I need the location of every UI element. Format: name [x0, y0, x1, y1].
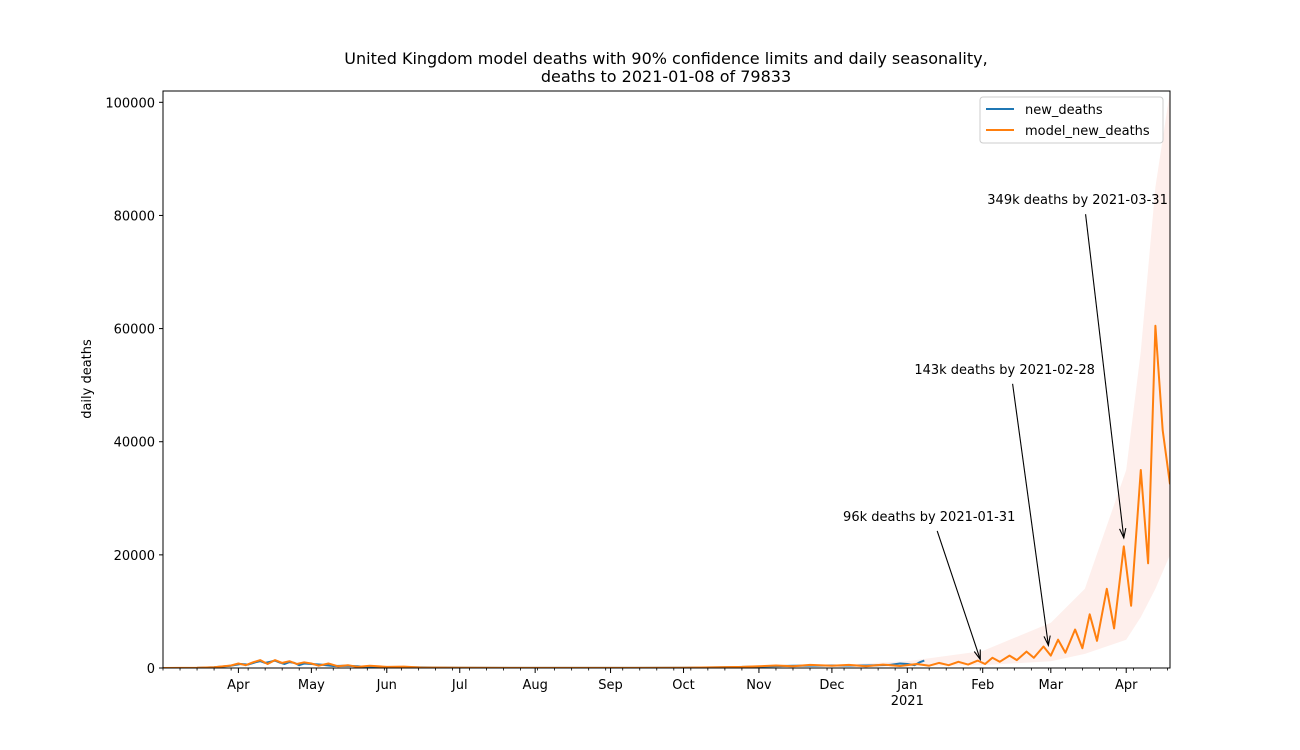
legend: new_deaths model_new_deaths — [979, 96, 1164, 144]
x-tick-label: Jun — [376, 678, 397, 693]
x-year-label: 2021 — [891, 694, 924, 709]
annotation-arrowhead-1 — [973, 649, 981, 662]
plot-frame — [162, 90, 1171, 669]
x-tick-label: Dec — [819, 678, 844, 693]
y-tick-label: 20000 — [114, 549, 155, 564]
y-tick-label: 0 — [147, 662, 155, 677]
annotation-text-2: 143k deaths by 2021-02-28 — [914, 363, 1095, 378]
chart-title-line-2: deaths to 2021-01-08 of 79833 — [541, 67, 791, 86]
annotation-arrowhead-2 — [1043, 635, 1051, 648]
annotations: 96k deaths by 2021-01-31 143k deaths by 2… — [843, 193, 1168, 662]
x-tick-label: Jul — [451, 678, 468, 693]
x-tick-label: Apr — [227, 678, 250, 693]
legend-label-model-new-deaths: model_new_deaths — [1025, 124, 1150, 139]
y-tick-label: 60000 — [114, 323, 155, 338]
annotation-text-3: 349k deaths by 2021-03-31 — [987, 193, 1168, 208]
chart-title-line-1: United Kingdom model deaths with 90% con… — [344, 49, 987, 68]
plot-area — [163, 91, 1170, 668]
y-tick-label: 100000 — [105, 96, 155, 111]
x-tick-label: Feb — [971, 678, 994, 693]
annotation-arrow-2 — [1012, 383, 1049, 646]
confidence-band — [831, 91, 1170, 667]
axes: 0 20000 40000 60000 80000 100000 Apr May Jun Jul A… — [105, 96, 1168, 709]
x-tick-label: Apr — [1115, 678, 1138, 693]
x-tick-label: Sep — [598, 678, 623, 693]
x-tick-label: Nov — [746, 678, 772, 693]
x-tick-label: May — [298, 678, 325, 693]
x-tick-label: Jan — [896, 678, 917, 693]
y-tick-label: 40000 — [114, 436, 155, 451]
y-axis-label: daily deaths — [80, 339, 95, 419]
legend-box — [979, 96, 1164, 144]
series-line-model-new-deaths — [163, 324, 1170, 668]
x-tick-label: Mar — [1039, 678, 1064, 693]
x-tick-label: Oct — [672, 678, 694, 693]
annotation-arrow-3 — [1085, 214, 1125, 538]
annotation-arrow-1 — [936, 530, 981, 660]
y-tick-label: 80000 — [114, 209, 155, 224]
annotation-text-1: 96k deaths by 2021-01-31 — [843, 510, 1015, 525]
annotation-arrowhead-3 — [1119, 527, 1127, 540]
x-tick-label: Aug — [522, 678, 547, 693]
legend-label-new-deaths: new_deaths — [1025, 103, 1103, 118]
